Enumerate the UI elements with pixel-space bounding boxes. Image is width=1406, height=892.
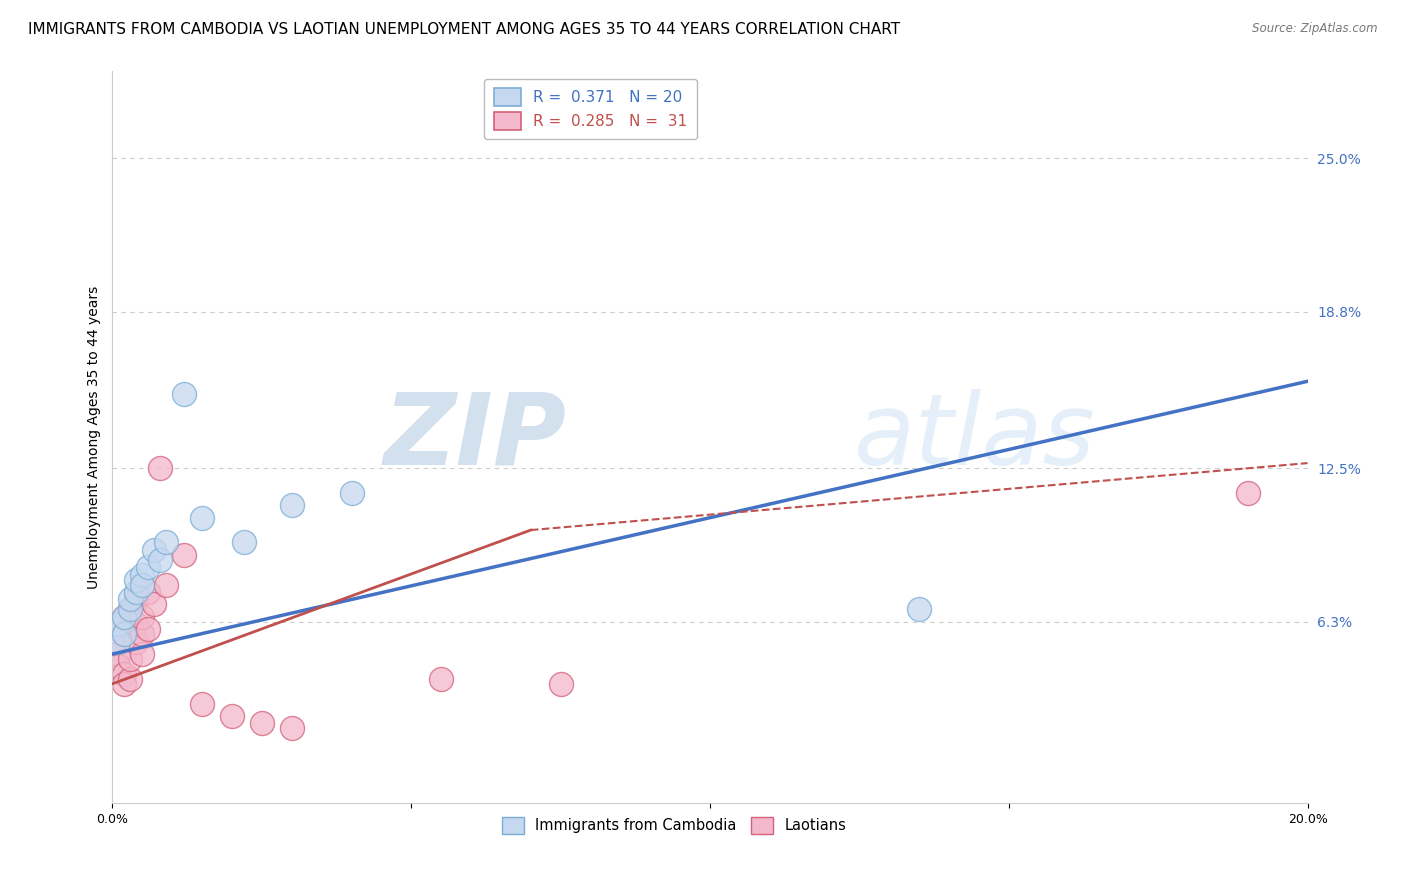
Text: atlas: atlas xyxy=(853,389,1095,485)
Point xyxy=(340,486,363,500)
Y-axis label: Unemployment Among Ages 35 to 44 years: Unemployment Among Ages 35 to 44 years xyxy=(87,285,101,589)
Point xyxy=(155,577,177,591)
Text: Source: ZipAtlas.com: Source: ZipAtlas.com xyxy=(1253,22,1378,36)
Text: IMMIGRANTS FROM CAMBODIA VS LAOTIAN UNEMPLOYMENT AMONG AGES 35 TO 44 YEARS CORRE: IMMIGRANTS FROM CAMBODIA VS LAOTIAN UNEM… xyxy=(28,22,900,37)
Point xyxy=(138,622,160,636)
Point xyxy=(107,617,129,632)
Point xyxy=(107,634,129,648)
Point xyxy=(107,634,129,648)
Point xyxy=(125,573,148,587)
Point xyxy=(107,647,129,661)
Point xyxy=(143,542,166,557)
Point xyxy=(107,659,129,673)
Point xyxy=(114,610,135,624)
Point xyxy=(120,602,142,616)
Point xyxy=(173,386,195,401)
Point xyxy=(125,617,148,632)
Point xyxy=(131,610,153,624)
Point xyxy=(149,553,172,567)
Point xyxy=(120,652,142,666)
Point xyxy=(138,585,160,599)
Point xyxy=(114,627,135,641)
Point xyxy=(550,677,572,691)
Point xyxy=(125,592,148,607)
Point xyxy=(114,677,135,691)
Point xyxy=(120,622,142,636)
Point xyxy=(107,622,129,636)
Point xyxy=(138,560,160,574)
Point xyxy=(114,666,135,681)
Point xyxy=(120,672,142,686)
Point xyxy=(125,585,148,599)
Point xyxy=(114,610,135,624)
Point xyxy=(191,510,214,524)
Point xyxy=(120,592,142,607)
Point xyxy=(125,634,148,648)
Point xyxy=(221,709,243,723)
Point xyxy=(114,627,135,641)
Text: ZIP: ZIP xyxy=(384,389,567,485)
Point xyxy=(281,722,304,736)
Point xyxy=(149,461,172,475)
Point xyxy=(173,548,195,562)
Point xyxy=(430,672,453,686)
Point xyxy=(1237,486,1260,500)
Point xyxy=(155,535,177,549)
Point xyxy=(908,602,931,616)
Point xyxy=(233,535,256,549)
Point xyxy=(143,598,166,612)
Point xyxy=(131,647,153,661)
Point xyxy=(131,567,153,582)
Point xyxy=(191,697,214,711)
Point xyxy=(131,577,153,591)
Point xyxy=(250,716,273,731)
Point xyxy=(131,627,153,641)
Point xyxy=(120,602,142,616)
Point xyxy=(281,498,304,512)
Legend: Immigrants from Cambodia, Laotians: Immigrants from Cambodia, Laotians xyxy=(496,811,852,839)
